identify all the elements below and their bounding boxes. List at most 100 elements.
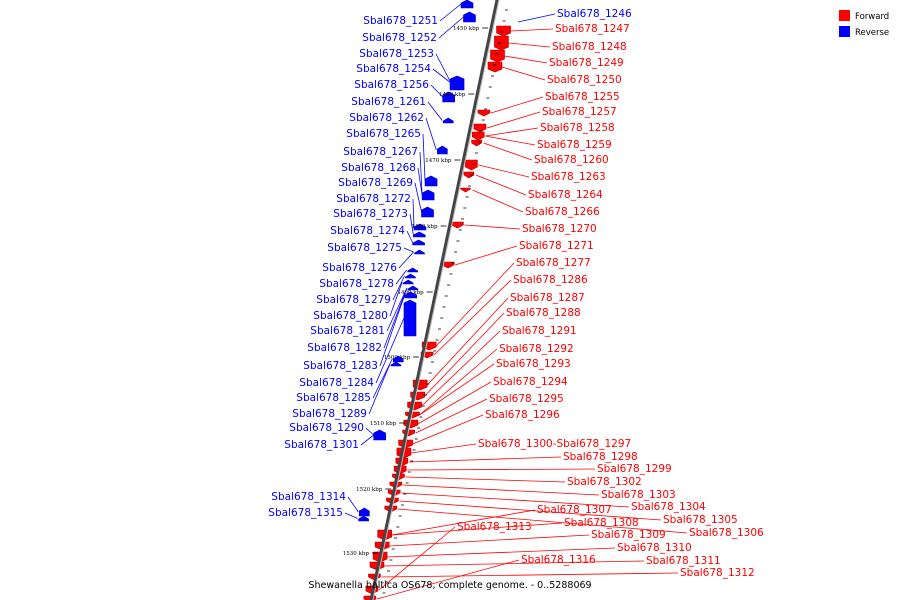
gene-label[interactable]: Sbal678_1316 bbox=[521, 554, 596, 566]
gene-label[interactable]: Sbal678_1264 bbox=[528, 189, 603, 201]
gene-label[interactable]: Sbal678_1273 bbox=[333, 208, 408, 220]
gene-label[interactable]: Sbal678_1269 bbox=[338, 177, 413, 189]
leader-line bbox=[510, 28, 554, 32]
gene-label[interactable]: Sbal678_1249 bbox=[549, 57, 624, 69]
gene-label[interactable]: Sbal678_1263 bbox=[531, 171, 606, 183]
tick-label: 1490 kbp bbox=[398, 290, 425, 296]
leader-line bbox=[392, 275, 405, 301]
gene-label[interactable]: Sbal678_1283 bbox=[303, 360, 378, 372]
leader-line bbox=[389, 281, 403, 317]
gene-label[interactable]: Sbal678_1248 bbox=[552, 41, 627, 53]
forward-legend-swatch bbox=[839, 10, 850, 21]
gene-label[interactable]: Sbal678_1298 bbox=[563, 451, 638, 463]
gene-label[interactable]: Sbal678_1305 bbox=[663, 514, 738, 526]
gene-label[interactable]: Sbal678_1258 bbox=[540, 122, 615, 134]
gene-label[interactable]: Sbal678_1253 bbox=[359, 48, 434, 60]
reverse-gene bbox=[460, 0, 474, 9]
leader-line bbox=[406, 230, 413, 243]
gene-label[interactable]: Sbal678_1261 bbox=[351, 96, 426, 108]
leader-line bbox=[409, 213, 414, 235]
gene-label[interactable]: Sbal678_1300-Sbal678_1297 bbox=[478, 438, 631, 450]
gene-label[interactable]: Sbal678_1296 bbox=[485, 409, 560, 421]
reverse-gene bbox=[412, 239, 425, 246]
leader-line bbox=[433, 279, 512, 356]
gene-label[interactable]: Sbal678_1308 bbox=[564, 517, 639, 529]
gene-label[interactable]: Sbal678_1267 bbox=[343, 146, 418, 158]
gene-label[interactable]: Sbal678_1299 bbox=[597, 463, 672, 475]
gene-label[interactable]: Sbal678_1246 bbox=[557, 8, 632, 20]
gene-label[interactable]: Sbal678_1313 bbox=[457, 521, 532, 533]
gene-label[interactable]: Sbal678_1306 bbox=[689, 527, 764, 539]
leader-line bbox=[401, 492, 630, 508]
gene-label[interactable]: Sbal678_1293 bbox=[496, 358, 571, 370]
gene-label[interactable]: Sbal678_1266 bbox=[525, 206, 600, 218]
reverse-gene bbox=[442, 91, 455, 103]
genome-caption: Shewanella baltica OS678, complete genom… bbox=[308, 580, 591, 591]
gene-label[interactable]: Sbal678_1286 bbox=[513, 274, 588, 286]
gene-label[interactable]: Sbal678_1290 bbox=[289, 422, 364, 434]
gene-label[interactable]: Sbal678_1252 bbox=[362, 32, 437, 44]
forward-gene bbox=[496, 25, 511, 37]
forward-gene bbox=[451, 221, 464, 229]
gene-label[interactable]: Sbal678_1303 bbox=[601, 489, 676, 501]
reverse-gene bbox=[407, 267, 419, 273]
gene-label[interactable]: Sbal678_1291 bbox=[502, 325, 577, 337]
leader-line bbox=[478, 164, 530, 178]
leader-line bbox=[381, 572, 679, 578]
gene-label[interactable]: Sbal678_1307 bbox=[537, 504, 612, 516]
gene-label[interactable]: Sbal678_1282 bbox=[307, 342, 382, 354]
leader-line bbox=[435, 53, 452, 84]
leader-line bbox=[344, 512, 358, 519]
gene-label[interactable]: Sbal678_1301 bbox=[284, 439, 359, 451]
gene-label[interactable]: Sbal678_1259 bbox=[537, 139, 612, 151]
gene-label[interactable]: Sbal678_1278 bbox=[319, 278, 394, 290]
gene-label[interactable]: Sbal678_1289 bbox=[292, 408, 367, 420]
gene-label[interactable]: Sbal678_1281 bbox=[310, 325, 385, 337]
gene-label[interactable]: Sbal678_1260 bbox=[534, 154, 609, 166]
gene-label[interactable]: Sbal678_1294 bbox=[493, 376, 568, 388]
gene-label[interactable]: Sbal678_1292 bbox=[499, 343, 574, 355]
gene-label[interactable]: Sbal678_1302 bbox=[567, 476, 642, 488]
gene-label[interactable]: Sbal678_1285 bbox=[296, 392, 371, 404]
gene-label[interactable]: Sbal678_1309 bbox=[591, 529, 666, 541]
gene-label[interactable]: Sbal678_1295 bbox=[489, 393, 564, 405]
gene-label[interactable]: Sbal678_1312 bbox=[680, 567, 755, 579]
gene-label[interactable]: Sbal678_1277 bbox=[516, 257, 591, 269]
gene-label[interactable]: Sbal678_1255 bbox=[545, 91, 620, 103]
gene-label[interactable]: Sbal678_1275 bbox=[327, 242, 402, 254]
reverse-gene bbox=[437, 145, 448, 155]
leader-line bbox=[414, 182, 422, 213]
gene-label[interactable]: Sbal678_1311 bbox=[646, 555, 721, 567]
leader-line bbox=[421, 330, 501, 407]
gene-label[interactable]: Sbal678_1256 bbox=[354, 79, 429, 91]
gene-label[interactable]: Sbal678_1265 bbox=[346, 128, 421, 140]
gene-label[interactable]: Sbal678_1310 bbox=[617, 542, 692, 554]
leader-line bbox=[483, 142, 533, 161]
gene-label[interactable]: Sbal678_1268 bbox=[341, 162, 416, 174]
reverse-gene bbox=[421, 189, 435, 201]
gene-label[interactable]: Sbal678_1276 bbox=[322, 262, 397, 274]
gene-label[interactable]: Sbal678_1284 bbox=[299, 377, 374, 389]
leader-line bbox=[402, 484, 600, 496]
leader-line bbox=[425, 117, 437, 151]
gene-label[interactable]: Sbal678_1288 bbox=[506, 307, 581, 319]
gene-label[interactable]: Sbal678_1314 bbox=[271, 491, 346, 503]
leader-line bbox=[365, 427, 374, 436]
gene-label[interactable]: Sbal678_1272 bbox=[336, 193, 411, 205]
genome-axis bbox=[369, 0, 500, 600]
gene-label[interactable]: Sbal678_1251 bbox=[363, 15, 438, 27]
gene-label[interactable]: Sbal678_1262 bbox=[349, 112, 424, 124]
gene-label[interactable]: Sbal678_1304 bbox=[631, 501, 706, 513]
gene-label[interactable]: Sbal678_1280 bbox=[313, 310, 388, 322]
gene-label[interactable]: Sbal678_1254 bbox=[356, 63, 431, 75]
gene-label[interactable]: Sbal678_1274 bbox=[330, 225, 405, 237]
gene-label[interactable]: Sbal678_1315 bbox=[268, 507, 343, 519]
gene-label[interactable]: Sbal678_1250 bbox=[547, 74, 622, 86]
gene-label[interactable]: Sbal678_1271 bbox=[519, 240, 594, 252]
gene-label[interactable]: Sbal678_1257 bbox=[542, 106, 617, 118]
gene-label[interactable]: Sbal678_1270 bbox=[522, 223, 597, 235]
gene-label[interactable]: Sbal678_1279 bbox=[316, 294, 391, 306]
gene-label[interactable]: Sbal678_1247 bbox=[555, 23, 630, 35]
gene-label[interactable]: Sbal678_1287 bbox=[510, 292, 585, 304]
